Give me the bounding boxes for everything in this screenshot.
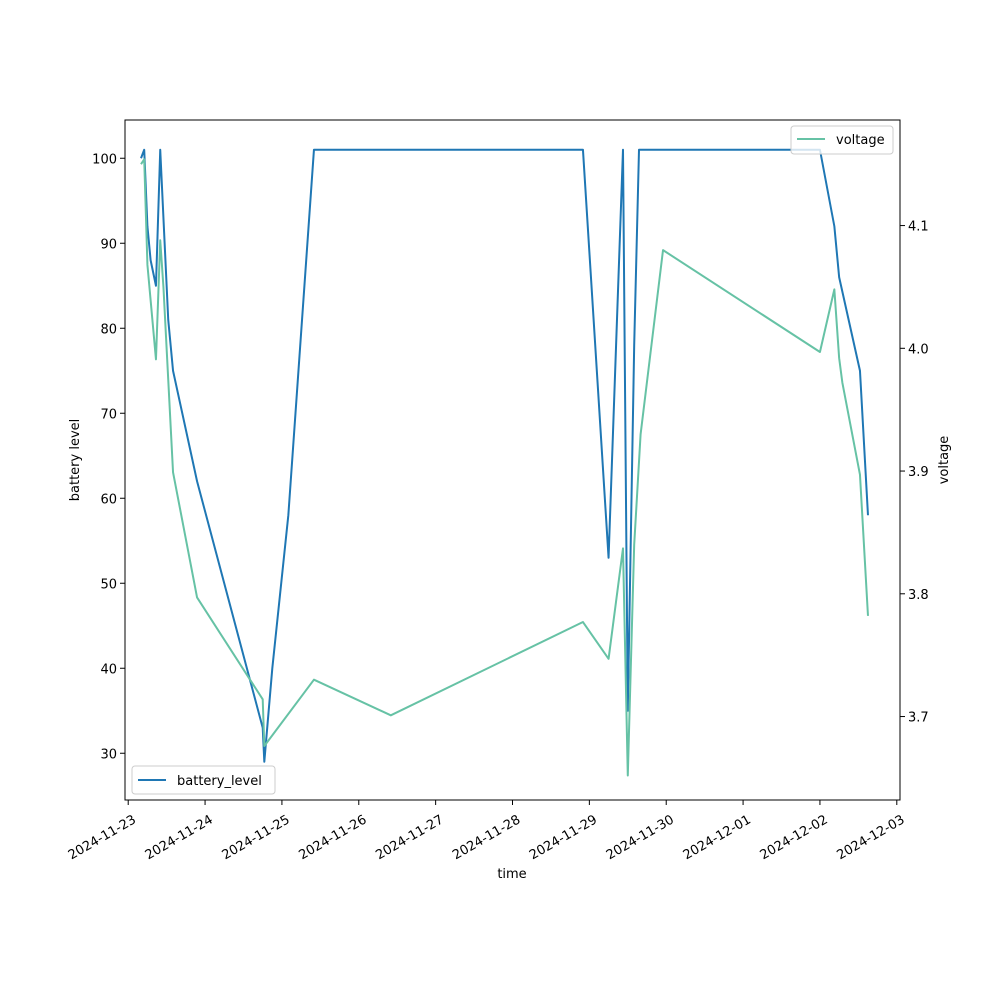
- y-right-tick-label: 4.1: [908, 220, 929, 235]
- series-line-voltage: [140, 158, 869, 777]
- x-axis-title: time: [497, 867, 526, 882]
- legend-box: [131, 765, 276, 795]
- y-axis-left-title: battery level: [68, 419, 83, 502]
- y-left-tick-label: 80: [100, 322, 117, 337]
- legend-voltage: voltage: [790, 125, 894, 155]
- y-left-tick-label: 70: [100, 407, 117, 422]
- y-left-tick-label: 50: [100, 577, 117, 592]
- y-left-tick-label: 40: [100, 662, 117, 677]
- y-axis-right: 3.7 3.8 3.9 4.0 4.1: [900, 220, 929, 726]
- series-line-battery-level: [140, 148, 869, 763]
- y-right-tick-label: 3.9: [908, 465, 929, 480]
- y-right-tick-label: 3.8: [908, 588, 929, 603]
- y-right-tick-label: 3.7: [908, 711, 929, 726]
- y-axis-right-title: voltage: [937, 436, 952, 485]
- y-axis-left: 30 40 50 60 70 80 90 100: [92, 152, 125, 762]
- y-left-tick-label: 30: [100, 747, 117, 762]
- y-right-tick-label: 4.0: [908, 342, 929, 357]
- legend-battery-level: battery_level: [131, 765, 276, 795]
- legend-label-battery-level: battery_level: [177, 774, 262, 789]
- legend-box: [790, 125, 894, 155]
- y-left-tick-label: 100: [92, 152, 117, 167]
- y-left-tick-label: 60: [100, 492, 117, 507]
- y-left-tick-label: 90: [100, 237, 117, 252]
- series-layer: [140, 148, 869, 777]
- legend-label-voltage: voltage: [836, 133, 885, 148]
